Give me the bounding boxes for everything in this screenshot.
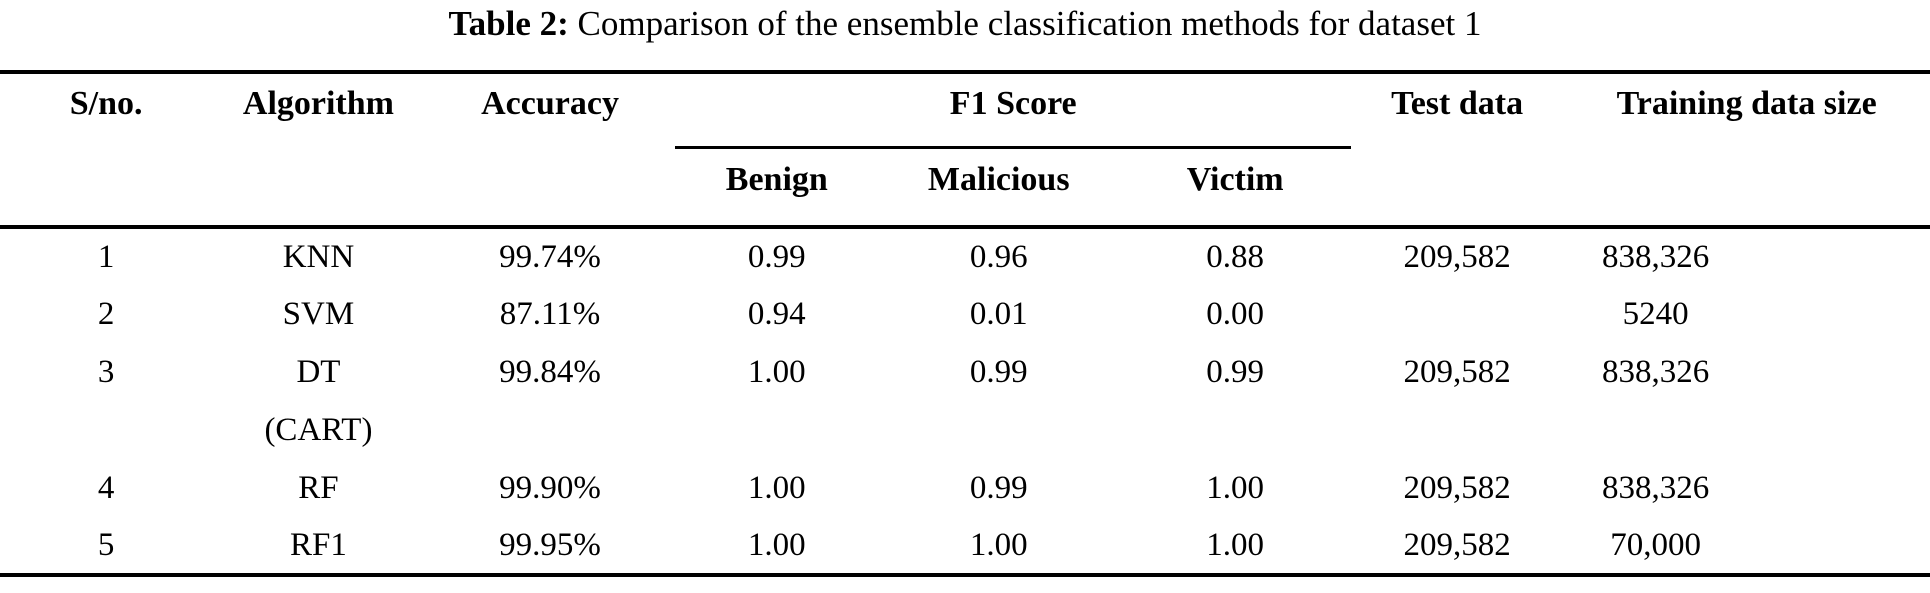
cell-algorithm: DT	[296, 353, 341, 390]
cell-f1-victim: 0.00	[1206, 295, 1265, 332]
cell-training-data-size: 838,326	[1602, 238, 1710, 275]
table-caption-label: Table 2:	[448, 4, 569, 43]
col-header-test-data: Test data	[1391, 85, 1524, 122]
cell-f1-benign: 0.94	[747, 295, 806, 332]
table-row: 4 RF 99.90% 1.00 0.99 1.00 209,582 838,3…	[0, 459, 1930, 517]
col-header-f1-score: F1 Score	[675, 72, 1351, 149]
cell-algorithm: (CART)	[264, 411, 373, 448]
col-header-sno: S/no.	[69, 85, 143, 122]
cell-f1-benign: 1.00	[747, 469, 806, 506]
cell-test-data: 209,582	[1403, 526, 1511, 563]
cell-f1-benign: 0.99	[747, 238, 806, 275]
cell-training-data-size: 70,000	[1610, 526, 1701, 563]
cell-f1-benign: 1.00	[747, 526, 806, 563]
col-header-algorithm: Algorithm	[242, 85, 394, 122]
cell-f1-benign	[675, 401, 878, 459]
cell-f1-victim	[1119, 401, 1351, 459]
cell-algorithm: SVM	[282, 295, 355, 332]
table-row: 5 RF1 99.95% 1.00 1.00 1.00 209,582 70,0…	[0, 517, 1930, 575]
col-header-accuracy: Accuracy	[481, 85, 619, 122]
cell-training-data-size	[1563, 401, 1930, 459]
cell-algorithm: KNN	[282, 238, 355, 275]
cell-sno: 5	[97, 526, 115, 563]
header-row-2: Benign Malicious Victim	[0, 147, 1930, 227]
cell-training-data-size: 838,326	[1602, 469, 1710, 506]
table-body: 1 KNN 99.74% 0.99 0.96 0.88 209,582 838,…	[0, 227, 1930, 575]
table-caption-text: Comparison of the ensemble classificatio…	[568, 4, 1482, 43]
cell-training-data-size: 838,326	[1602, 353, 1710, 390]
table-row-continuation: (CART)	[0, 401, 1930, 459]
cell-test-data: 209,582	[1403, 238, 1511, 275]
cell-sno: 3	[97, 353, 115, 390]
cell-algorithm: RF	[298, 469, 339, 506]
cell-sno: 1	[97, 238, 115, 275]
col-header-benign: Benign	[725, 160, 828, 198]
cell-sno: 4	[97, 469, 115, 506]
cell-accuracy: 99.74%	[499, 238, 601, 275]
cell-sno: 2	[97, 295, 115, 332]
cell-accuracy	[425, 401, 676, 459]
cell-sno	[0, 401, 212, 459]
cell-algorithm: RF1	[290, 526, 347, 563]
cell-test-data	[1351, 401, 1563, 459]
cell-f1-malicious	[878, 401, 1119, 459]
cell-f1-malicious: 0.99	[969, 469, 1028, 506]
cell-accuracy: 99.95%	[499, 526, 601, 563]
cell-f1-malicious: 0.99	[969, 353, 1028, 390]
cell-f1-victim: 1.00	[1206, 526, 1265, 563]
cell-f1-malicious: 1.00	[969, 526, 1028, 563]
cell-accuracy: 87.11%	[499, 295, 601, 332]
cell-test-data	[1351, 285, 1563, 343]
header-row-1: S/no. Algorithm Accuracy F1 Score Test d…	[0, 72, 1930, 149]
cell-accuracy: 99.90%	[499, 469, 601, 506]
cell-f1-benign: 1.00	[747, 353, 806, 390]
cell-test-data: 209,582	[1403, 469, 1511, 506]
cell-f1-malicious: 0.96	[969, 238, 1028, 275]
cell-accuracy: 99.84%	[499, 353, 601, 390]
cell-f1-victim: 1.00	[1206, 469, 1265, 506]
cell-test-data: 209,582	[1403, 353, 1511, 390]
table-row: 2 SVM 87.11% 0.94 0.01 0.00 5240	[0, 285, 1930, 343]
col-header-victim: Victim	[1186, 160, 1284, 198]
cell-f1-victim: 0.99	[1206, 353, 1265, 390]
table-row: 1 KNN 99.74% 0.99 0.96 0.88 209,582 838,…	[0, 227, 1930, 285]
table-row: 3 DT 99.84% 1.00 0.99 0.99 209,582 838,3…	[0, 343, 1930, 401]
cell-training-data-size: 5240	[1622, 295, 1689, 332]
cell-f1-victim: 0.88	[1206, 238, 1265, 275]
table-caption: Table 2: Comparison of the ensemble clas…	[0, 0, 1930, 50]
comparison-table: S/no. Algorithm Accuracy F1 Score Test d…	[0, 70, 1930, 577]
col-header-training-data-size: Training data size	[1616, 85, 1877, 122]
col-header-malicious: Malicious	[927, 160, 1070, 198]
cell-f1-malicious: 0.01	[969, 295, 1028, 332]
table-header: S/no. Algorithm Accuracy F1 Score Test d…	[0, 72, 1930, 227]
